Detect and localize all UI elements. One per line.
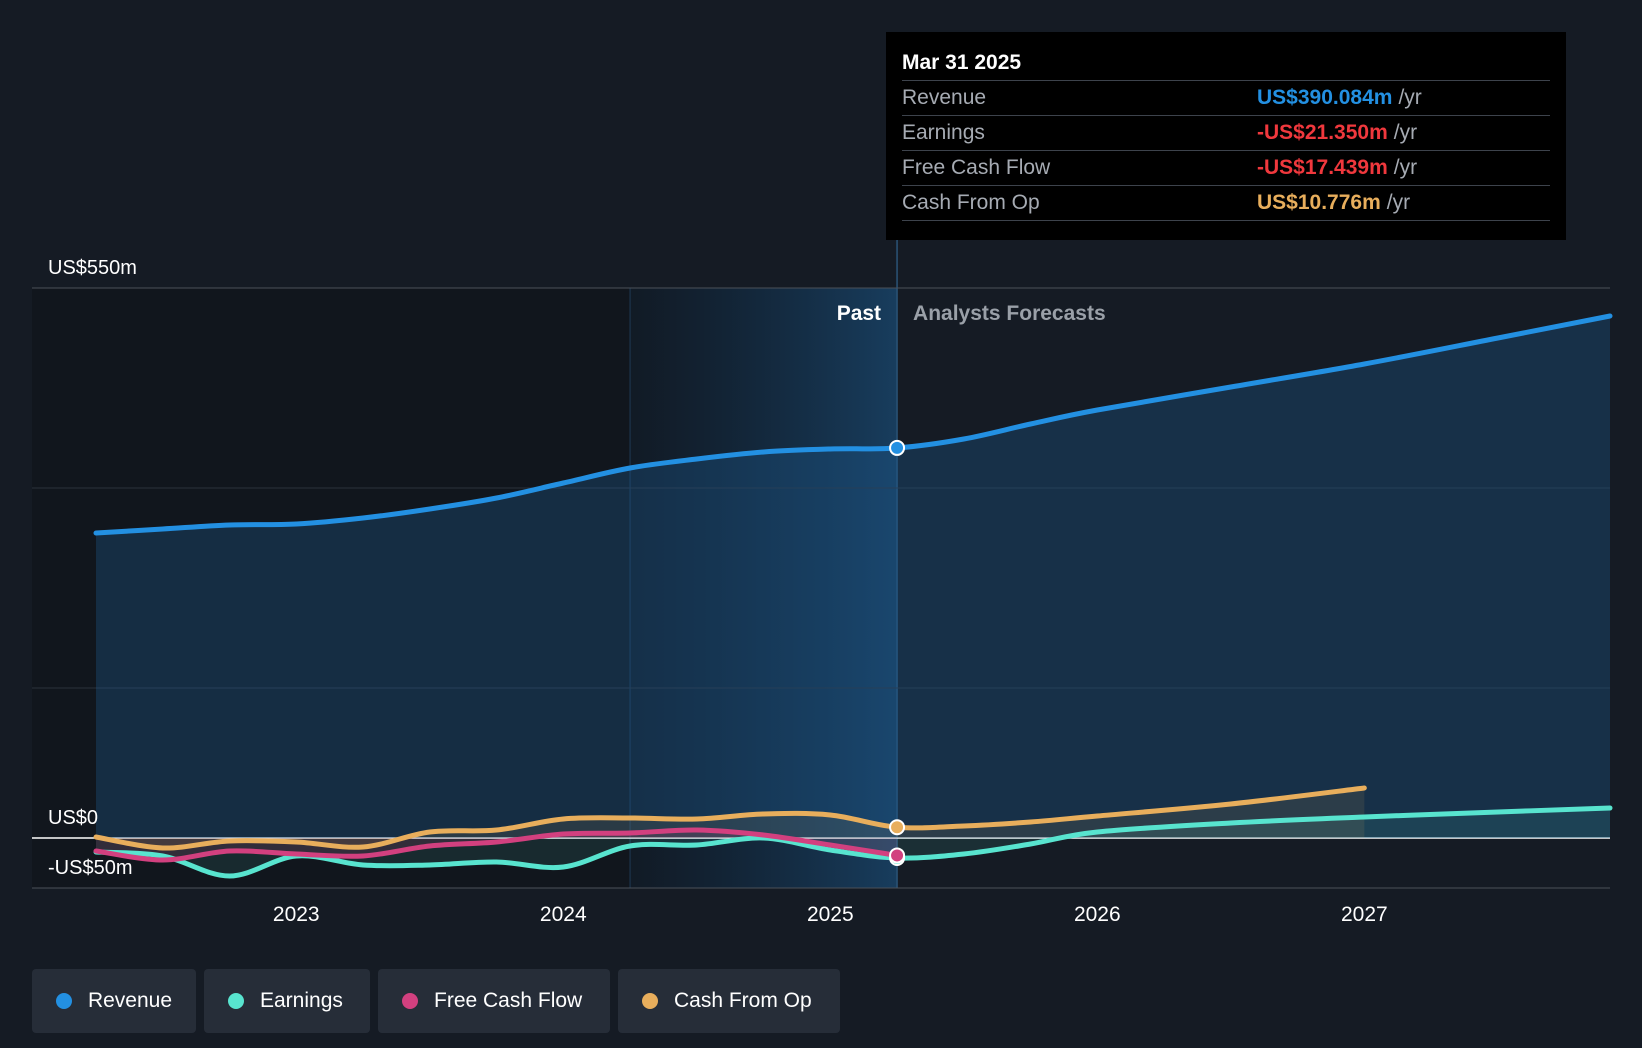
tooltip-row-cash-from-op: Cash From Op US$10.776m /yr xyxy=(902,185,1550,221)
tooltip-value: -US$21.350m xyxy=(1257,121,1388,144)
tooltip-label: Cash From Op xyxy=(902,191,1040,214)
free-cash-flow-line xyxy=(93,827,900,863)
x-tick-label: 2023 xyxy=(273,903,320,926)
cash-from-op-marker xyxy=(889,819,906,836)
tooltip-value: US$10.776m xyxy=(1257,191,1381,214)
tooltip-value: US$390.084m xyxy=(1257,86,1393,109)
cash-from-op-dot-icon xyxy=(642,993,658,1009)
tooltip-row-earnings: Earnings -US$21.350m /yr xyxy=(902,115,1550,150)
tooltip-unit: /yr xyxy=(1386,191,1411,214)
tooltip-date: Mar 31 2025 xyxy=(902,51,1022,74)
tooltip-row-revenue: Revenue US$390.084m /yr xyxy=(902,80,1550,115)
forecast-label: Analysts Forecasts xyxy=(913,302,1106,325)
legend-item-revenue[interactable]: Revenue xyxy=(32,969,196,1033)
revenue-area xyxy=(96,316,1610,838)
tooltip-unit: /yr xyxy=(1393,156,1418,179)
revenue-dot-icon xyxy=(56,993,72,1009)
tooltip-label: Revenue xyxy=(902,86,987,109)
x-tick-label: 2024 xyxy=(540,903,587,926)
legend-label: Cash From Op xyxy=(674,989,812,1012)
x-tick-label: 2026 xyxy=(1074,903,1121,926)
x-tick-label: 2027 xyxy=(1341,903,1388,926)
tooltip-row-free-cash-flow: Free Cash Flow -US$17.439m /yr xyxy=(902,150,1550,185)
tooltip-value: -US$17.439m xyxy=(1257,156,1388,179)
legend-label: Free Cash Flow xyxy=(434,989,583,1012)
revenue-line xyxy=(93,313,1613,536)
earnings-dot-icon xyxy=(228,993,244,1009)
tooltip-unit: /yr xyxy=(1398,86,1422,109)
x-tick-label: 2025 xyxy=(807,903,854,926)
legend-item-earnings[interactable]: Earnings xyxy=(204,969,370,1033)
revenue-marker xyxy=(889,439,906,456)
y-tick-label: US$0 xyxy=(48,807,98,829)
legend-item-free-cash-flow[interactable]: Free Cash Flow xyxy=(378,969,610,1033)
past-label: Past xyxy=(837,302,881,325)
cash-from-op-line xyxy=(93,785,1367,851)
tooltip-label: Earnings xyxy=(902,121,985,144)
legend-label: Earnings xyxy=(260,989,343,1012)
tooltip-label: Free Cash Flow xyxy=(902,156,1051,179)
y-tick-label: -US$50m xyxy=(48,857,132,879)
legend-label: Revenue xyxy=(87,989,172,1012)
tooltip-unit: /yr xyxy=(1393,121,1418,144)
legend-item-cash-from-op[interactable]: Cash From Op xyxy=(618,969,840,1033)
legend: Revenue Earnings Free Cash Flow Cash Fro… xyxy=(32,969,840,1033)
tooltip: Mar 31 2025 Revenue US$390.084m /yr Earn… xyxy=(886,32,1566,240)
free-cash-flow-marker xyxy=(889,847,906,864)
y-tick-label: US$550m xyxy=(48,257,137,279)
free-cash-flow-dot-icon xyxy=(402,993,418,1009)
highlight-region xyxy=(630,288,898,888)
